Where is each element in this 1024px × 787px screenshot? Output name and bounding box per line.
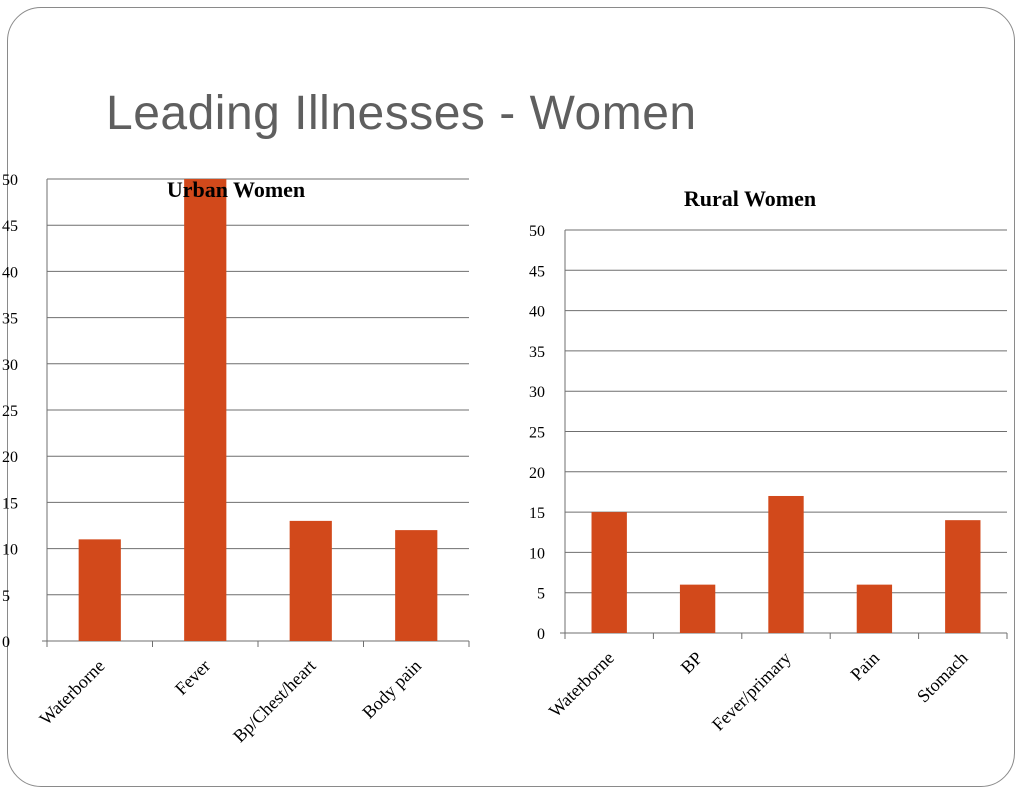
bar xyxy=(184,179,227,641)
y-tick-label: 35 xyxy=(529,344,545,361)
y-tick-label: 45 xyxy=(529,263,545,280)
y-tick-label: 50 xyxy=(529,223,545,240)
slide-title: Leading Illnesses - Women xyxy=(106,87,697,140)
chart-title: Rural Women xyxy=(684,186,816,211)
y-tick-label: 25 xyxy=(2,403,18,420)
y-tick-label: 20 xyxy=(529,465,545,482)
y-tick-label: 10 xyxy=(529,545,545,562)
bar xyxy=(679,584,716,633)
y-tick-label: 40 xyxy=(2,264,18,281)
bar xyxy=(78,539,121,641)
y-tick-label: 25 xyxy=(529,425,545,442)
bar xyxy=(945,520,981,633)
x-category-label: Stomach xyxy=(913,648,972,707)
y-tick-label: 50 xyxy=(2,172,18,189)
bar xyxy=(768,495,804,633)
y-tick-label: 40 xyxy=(529,304,545,321)
bar xyxy=(591,512,627,633)
y-tick-label: 10 xyxy=(2,542,18,559)
chart-title: Urban Women xyxy=(167,177,305,202)
y-tick-label: 0 xyxy=(537,626,545,643)
x-category-label: BP xyxy=(677,648,707,678)
y-tick-label: 20 xyxy=(2,449,18,466)
y-tick-label: 5 xyxy=(537,586,545,603)
bar xyxy=(289,520,332,641)
y-tick-label: 45 xyxy=(2,218,18,235)
y-tick-label: 30 xyxy=(2,357,18,374)
bar xyxy=(395,530,438,641)
x-category-label: Fever/primary xyxy=(708,648,795,735)
y-tick-label: 30 xyxy=(529,384,545,401)
y-tick-label: 5 xyxy=(2,588,10,605)
bar xyxy=(856,584,893,633)
y-tick-label: 0 xyxy=(2,634,10,651)
y-tick-label: 35 xyxy=(2,311,18,328)
y-tick-label: 15 xyxy=(2,495,18,512)
y-tick-label: 15 xyxy=(529,505,545,522)
x-category-label: Pain xyxy=(846,648,883,685)
x-category-label: Waterborne xyxy=(545,648,618,721)
rural-women-chart: 0 5 10 15 20 25 30 35 40 45 50 Waterborne BP Fever/pr… xyxy=(529,186,1008,735)
